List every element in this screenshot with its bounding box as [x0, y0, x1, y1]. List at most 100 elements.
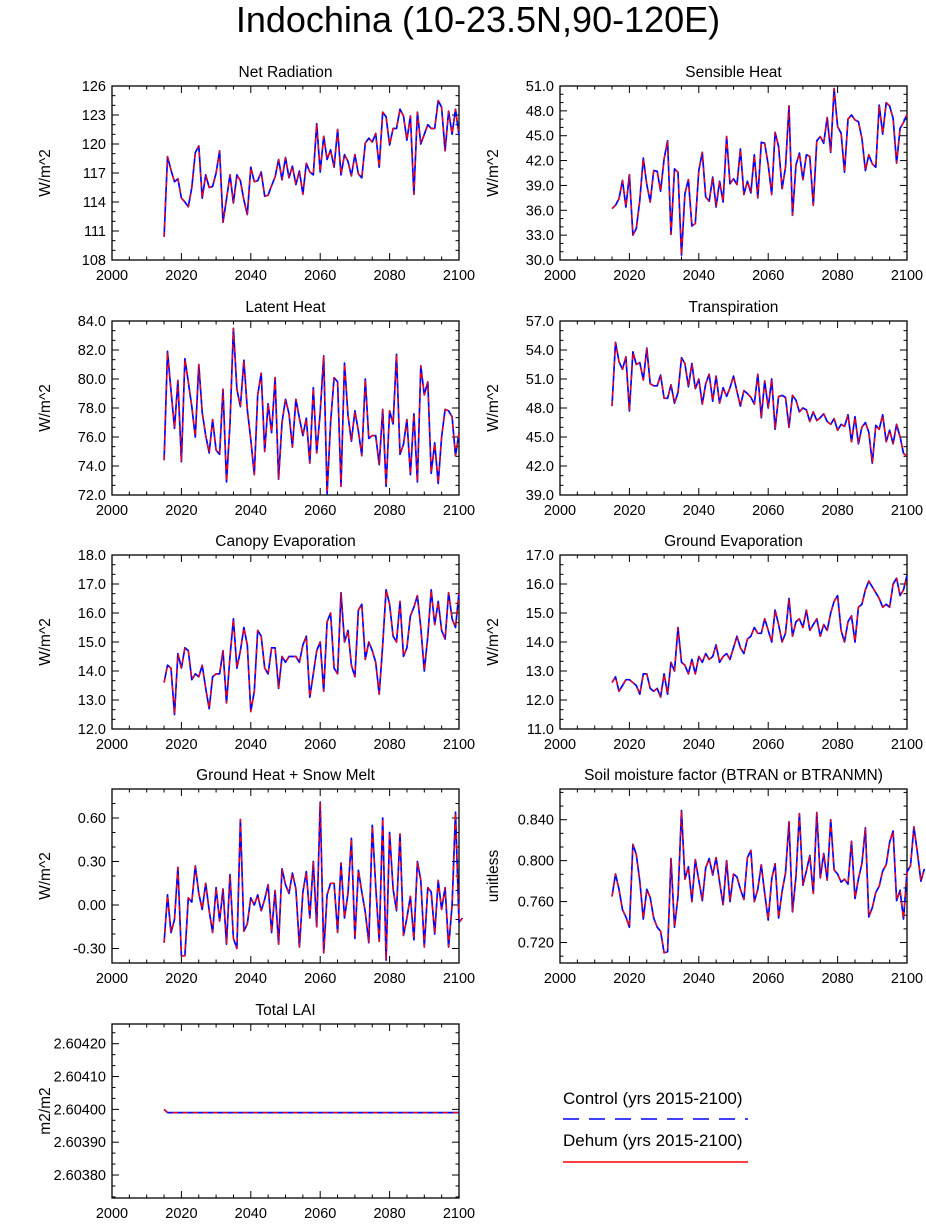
x-tick-label: 2080: [821, 971, 853, 987]
x-tick-label: 2060: [304, 1206, 336, 1222]
y-tick-label: 45.0: [526, 430, 554, 446]
legend: Control (yrs 2015-2100) Dehum (yrs 2015-…: [563, 1089, 748, 1163]
y-tick-label: 126: [82, 79, 106, 95]
figure-title: Indochina (10-23.5N,90-120E): [236, 0, 720, 40]
x-tick-label: 2060: [304, 268, 336, 284]
y-tick-label: 12.0: [526, 693, 554, 709]
x-tick-label: 2000: [96, 737, 128, 753]
panel-title: Ground Evaporation: [664, 533, 803, 550]
x-tick-label: 2040: [235, 971, 267, 987]
x-tick-label: 2080: [373, 1206, 405, 1222]
y-tick-label: 78.0: [78, 401, 106, 417]
legend-label-control: Control (yrs 2015-2100): [563, 1089, 743, 1108]
panel-soil-moisture: Soil moisture factor (BTRAN or BTRANMN) u…: [485, 767, 926, 987]
y-tick-label: 18.0: [78, 548, 106, 564]
series-line-dehum: [163, 1108, 459, 1114]
x-tick-label: 2020: [165, 1206, 197, 1222]
y-axis-label: W/m^2: [37, 149, 54, 197]
series-line-dehum: [611, 809, 926, 954]
y-tick-label: 16.0: [526, 577, 554, 593]
series-line-dehum: [611, 87, 908, 256]
y-tick-label: 39.0: [526, 178, 554, 194]
plot-frame: [559, 85, 908, 261]
y-tick-label: 15.0: [78, 635, 106, 651]
x-tick-label: 2080: [821, 503, 853, 519]
series-line-control: [611, 575, 908, 698]
panel-title: Sensible Heat: [685, 64, 782, 81]
y-tick-label: 72.0: [78, 488, 106, 504]
panel-total-lai: Total LAI m2/m2 2000 2020 2040 2060 2080 2100 2.…: [37, 1002, 475, 1222]
x-tick-label: 2020: [165, 737, 197, 753]
y-axis-label: m2/m2: [37, 1087, 54, 1134]
y-tick-label: 14.0: [78, 664, 106, 680]
panel-canopy-evaporation: Canopy Evaporation W/m^2 2000 2020 2040 2060 2…: [37, 533, 475, 753]
y-tick-label: 0.760: [518, 895, 554, 911]
series-line-control: [163, 801, 464, 961]
panel-net-radiation: Net Radiation W/m^2 2000 2020 2040 2060 2080 21…: [37, 64, 475, 284]
x-tick-label: 2060: [304, 737, 336, 753]
y-tick-label: 2.60410: [54, 1070, 106, 1086]
x-tick-label: 2040: [683, 737, 715, 753]
panel-title: Ground Heat + Snow Melt: [196, 767, 375, 784]
panel-title: Soil moisture factor (BTRAN or BTRANMN): [584, 767, 883, 784]
y-tick-label: 114: [83, 195, 106, 211]
x-tick-label: 2000: [96, 1206, 128, 1222]
x-tick-label: 2020: [613, 737, 645, 753]
y-tick-label: 51.0: [526, 372, 554, 388]
y-tick-label: 84.0: [78, 314, 106, 330]
y-tick-label: 111: [84, 224, 106, 240]
y-tick-label: 0.60: [78, 811, 106, 827]
y-tick-label: 0.30: [78, 855, 106, 871]
panel-title: Total LAI: [255, 1002, 315, 1019]
y-tick-label: 42.0: [526, 459, 554, 475]
y-tick-label: 11.0: [527, 722, 554, 738]
y-tick-label: 33.0: [526, 228, 554, 244]
panel-latent-heat: Latent Heat W/m^2 2000 2020 2040 2060 2080 2100…: [37, 299, 475, 519]
x-tick-label: 2020: [165, 503, 197, 519]
y-tick-label: 0.00: [78, 898, 106, 914]
y-tick-label: 76.0: [78, 430, 106, 446]
x-tick-label: 2040: [683, 268, 715, 284]
x-tick-label: 2100: [443, 1206, 475, 1222]
panel-ground-evaporation: Ground Evaporation W/m^2 2000 2020 2040 2060 2…: [485, 533, 923, 753]
y-tick-label: 0.800: [518, 854, 554, 870]
x-tick-label: 2020: [613, 503, 645, 519]
panel-title: Net Radiation: [239, 64, 333, 81]
y-tick-label: 17.0: [78, 577, 106, 593]
x-tick-label: 2000: [96, 268, 128, 284]
y-tick-label: 51.0: [526, 79, 554, 95]
panel-title: Canopy Evaporation: [215, 533, 355, 550]
y-tick-label: 2.60420: [54, 1037, 106, 1053]
x-tick-label: 2060: [304, 971, 336, 987]
y-tick-label: 74.0: [78, 459, 106, 475]
x-tick-label: 2060: [752, 971, 784, 987]
panel-transpiration: Transpiration W/m^2 2000 2020 2040 2060 2080 21…: [485, 299, 923, 519]
y-tick-label: 13.0: [78, 693, 106, 709]
series-line-control: [163, 99, 460, 237]
y-tick-label: 14.0: [526, 635, 554, 651]
y-tick-label: 2.60400: [54, 1102, 106, 1118]
series-line-control: [611, 87, 908, 256]
x-tick-label: 2100: [891, 503, 923, 519]
x-tick-label: 2020: [165, 971, 197, 987]
series-line-control: [163, 327, 460, 495]
x-tick-label: 2020: [165, 268, 197, 284]
series-line-dehum: [611, 341, 908, 464]
y-tick-label: 2.60390: [54, 1135, 106, 1151]
panel-ground-heat: Ground Heat + Snow Melt W/m^2 2000 2020 2040…: [37, 767, 475, 987]
y-axis-label: W/m^2: [485, 618, 502, 666]
y-tick-label: 36.0: [526, 203, 554, 219]
y-tick-label: 82.0: [78, 343, 106, 359]
plot-frame: [111, 1023, 460, 1199]
y-tick-label: 45.0: [526, 129, 554, 145]
series-line-dehum: [163, 801, 464, 961]
x-tick-label: 2060: [752, 503, 784, 519]
y-tick-label: 0.720: [518, 936, 554, 952]
x-tick-label: 2080: [821, 268, 853, 284]
x-tick-label: 2000: [96, 503, 128, 519]
y-tick-label: 0.840: [518, 813, 554, 829]
y-tick-label: 42.0: [526, 154, 554, 170]
y-axis-label: W/m^2: [37, 618, 54, 666]
plot-frame: [111, 320, 460, 496]
x-tick-label: 2080: [373, 503, 405, 519]
